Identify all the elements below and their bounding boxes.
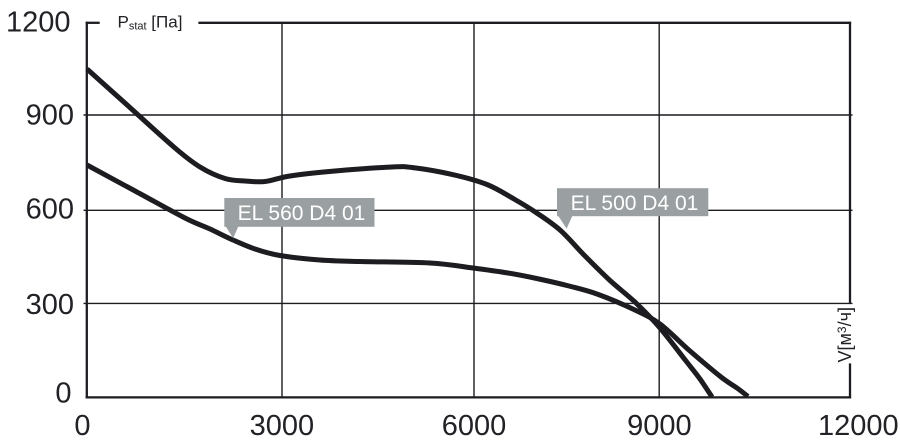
svg-text:1200: 1200 [6, 7, 71, 39]
svg-text:600: 600 [26, 193, 74, 225]
svg-text:EL 500 D4 01: EL 500 D4 01 [571, 192, 699, 215]
svg-text:V[м3/ч]: V[м3/ч] [835, 307, 855, 362]
svg-text:12000: 12000 [818, 410, 899, 442]
svg-text:6000: 6000 [442, 410, 507, 442]
svg-text:EL 560 D4 01: EL 560 D4 01 [238, 202, 366, 225]
svg-text:0: 0 [55, 378, 71, 410]
svg-text:300: 300 [26, 289, 74, 321]
svg-text:3000: 3000 [250, 410, 315, 442]
svg-text:Pstat [Па]: Pstat [Па] [118, 12, 183, 32]
svg-text:9000: 9000 [627, 410, 692, 442]
svg-text:900: 900 [26, 99, 74, 131]
svg-text:0: 0 [74, 410, 90, 442]
